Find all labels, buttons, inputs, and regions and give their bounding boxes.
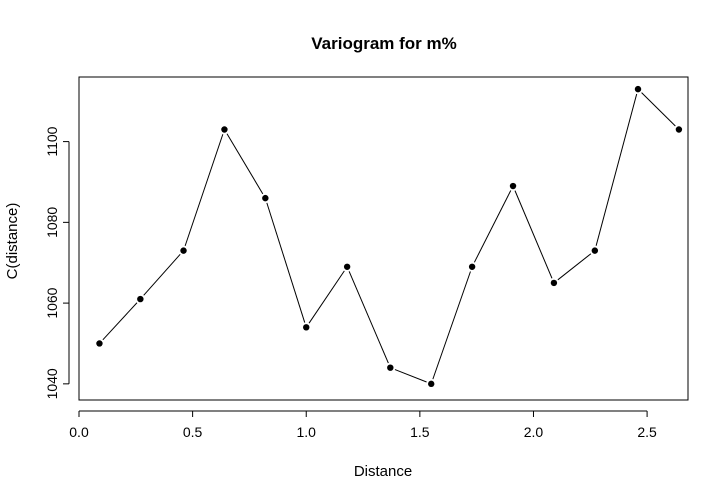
- y-tick-label: 1080: [44, 207, 60, 238]
- data-point: [591, 247, 599, 254]
- series-segment: [266, 202, 306, 323]
- data-point: [634, 85, 642, 93]
- x-axis: 0.0 0.5 1.0 1.5 2.0 2.5: [69, 410, 657, 440]
- series-segment: [308, 270, 345, 324]
- series-segment: [473, 190, 512, 263]
- data-point: [221, 126, 228, 133]
- data-point: [343, 263, 351, 270]
- data-point: [303, 324, 310, 331]
- y-tick-label: 1040: [44, 368, 60, 399]
- y-axis-label: C(distance): [4, 203, 21, 280]
- y-tick-label: 1060: [44, 287, 60, 318]
- data-point: [137, 295, 144, 303]
- data-point: [262, 194, 269, 202]
- plot-frame: [78, 76, 689, 401]
- x-tick-label: 2.0: [524, 424, 544, 440]
- x-tick-label: 2.5: [637, 424, 657, 440]
- series-segment: [394, 369, 427, 383]
- series-segment: [143, 254, 181, 296]
- x-tick-label: 0.5: [183, 424, 203, 440]
- x-axis-label: Distance: [354, 463, 412, 480]
- data-point: [180, 247, 187, 254]
- series-segment: [348, 271, 389, 364]
- x-tick-label: 1.0: [297, 424, 317, 440]
- chart-title: Variogram for m%: [311, 34, 457, 53]
- series-segment: [557, 253, 592, 281]
- series-segment: [432, 271, 471, 380]
- data-point: [96, 340, 103, 347]
- data-point: [675, 126, 683, 133]
- data-point: [387, 364, 394, 371]
- data-point: [468, 263, 476, 270]
- data-point: [509, 182, 517, 190]
- x-tick-label: 0.0: [69, 424, 89, 440]
- data-series: [96, 85, 683, 388]
- data-point: [428, 380, 435, 388]
- series-segment: [102, 302, 138, 341]
- data-point: [550, 279, 558, 287]
- series-segment: [595, 93, 638, 246]
- x-tick-label: 1.5: [410, 424, 430, 440]
- series-segment: [226, 133, 264, 195]
- series-segment: [641, 92, 676, 127]
- y-axis: 1040 1060 1080 1100: [44, 126, 70, 399]
- series-segment: [514, 190, 553, 279]
- y-tick-label: 1100: [44, 126, 60, 156]
- series-segment: [184, 134, 224, 247]
